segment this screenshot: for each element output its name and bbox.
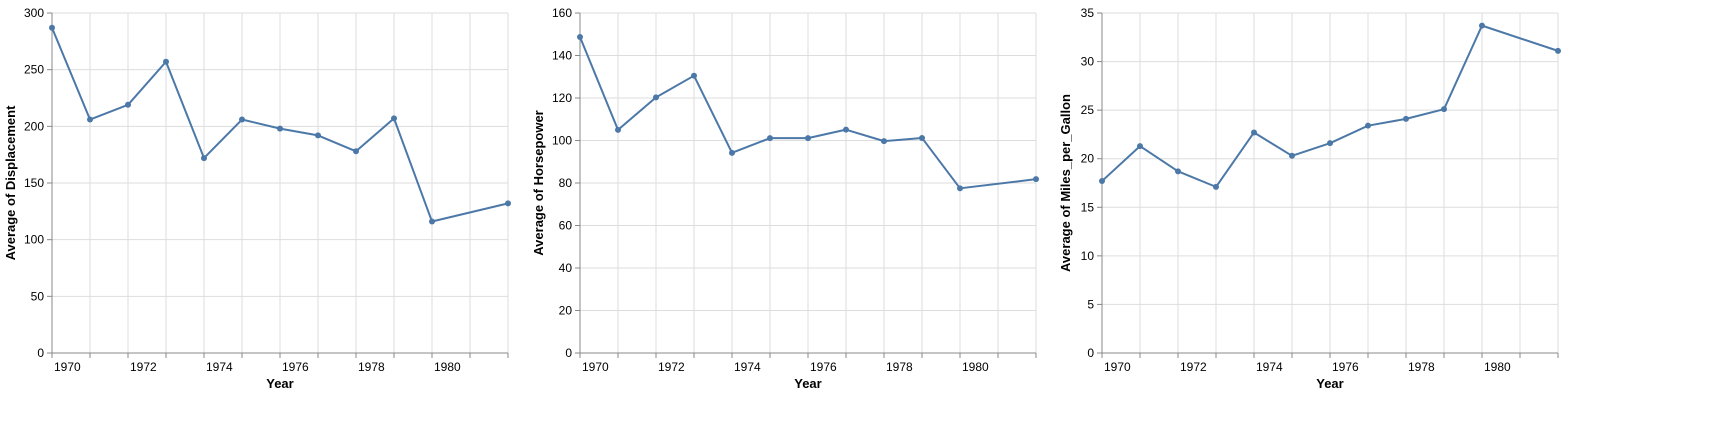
y-tick-label: 0 [1087,346,1094,360]
data-point [1327,140,1333,147]
data-point [277,125,283,132]
data-point [615,126,621,133]
x-axis-title: Year [794,376,821,391]
x-tick-label: 1972 [130,360,157,374]
data-point [1289,152,1295,159]
y-axis-title: Average of Displacement [3,105,18,261]
data-point [1099,178,1105,185]
data-point [1441,106,1447,113]
y-tick-label: 15 [1081,200,1095,214]
data-point [957,185,963,192]
y-tick-label: 20 [559,304,573,318]
y-tick-label: 150 [24,176,44,190]
y-axis-title: Average of Miles_per_Gallon [1058,94,1073,272]
data-point [1365,122,1371,129]
y-tick-label: 10 [1081,249,1095,263]
data-point [805,135,811,142]
data-point [87,116,93,123]
x-tick-label: 1978 [358,360,385,374]
data-point [653,94,659,101]
data-point [1479,22,1485,29]
x-tick-label: 1974 [206,360,233,374]
x-tick-label: 1978 [886,360,913,374]
y-tick-label: 35 [1081,6,1095,20]
y-tick-label: 250 [24,63,44,77]
x-tick-label: 1970 [54,360,81,374]
y-tick-label: 25 [1081,103,1095,117]
y-tick-label: 300 [24,6,44,20]
x-tick-label: 1980 [434,360,461,374]
y-tick-label: 30 [1081,55,1095,69]
chart-displacement: 1970 1972 1974 1976 1978 1980 0 50 100 150 200 250 3… [3,6,511,391]
data-point [691,72,697,79]
y-tick-label: 140 [552,49,572,63]
y-tick-label: 120 [552,91,572,105]
x-tick-label: 1972 [1180,360,1207,374]
y-tick-label: 100 [552,134,572,148]
data-point [125,101,131,108]
data-point [49,24,55,31]
plot-area-displacement: 1970 1972 1974 1976 1978 1980 0 50 100 150 200 250 3… [3,6,511,391]
x-tick-label: 1978 [1408,360,1435,374]
y-tick-label: 160 [552,6,572,20]
y-tick-label: 0 [565,346,572,360]
y-tick-label: 100 [24,233,44,247]
x-tick-label: 1972 [658,360,685,374]
data-point [429,218,435,225]
data-point [201,155,207,162]
data-point [843,126,849,133]
data-point [391,115,397,122]
y-tick-label: 50 [31,289,45,303]
data-point [1033,176,1039,183]
x-tick-label: 1976 [1332,360,1359,374]
y-tick-label: 60 [559,219,573,233]
data-point [1251,129,1257,136]
chart-mpg: 1970 1972 1974 1976 1978 1980 0 5 10 15 20 25 30 35 Ye… [1058,6,1561,391]
data-point [1175,168,1181,175]
series-line [1101,24,1559,188]
y-axis-title: Average of Horsepower [531,110,546,255]
data-point [767,135,773,142]
x-tick-label: 1970 [582,360,609,374]
y-tick-label: 0 [37,346,44,360]
x-tick-label: 1974 [1256,360,1283,374]
data-point [1137,143,1143,150]
y-tick-label: 40 [559,261,573,275]
plot-area-mpg: 1970 1972 1974 1976 1978 1980 0 5 10 15 20 25 30 35 Ye… [1058,6,1561,391]
data-point [163,58,169,65]
y-tick-label: 20 [1081,152,1095,166]
data-point [1213,183,1219,190]
data-point [919,134,925,141]
chart-horsepower: 1970 1972 1974 1976 1978 1980 0 20 40 60 80 100 120 1… [531,6,1039,391]
data-point [353,148,359,155]
data-point [505,200,511,207]
series-line [579,36,1037,190]
y-tick-label: 200 [24,119,44,133]
y-tick-label: 5 [1087,297,1094,311]
data-point [315,132,321,139]
data-point [881,138,887,145]
plot-area-horsepower: 1970 1972 1974 1976 1978 1980 0 20 40 60 80 100 120 1… [531,6,1039,391]
data-point [577,34,583,41]
x-tick-label: 1974 [734,360,761,374]
data-point [239,116,245,123]
x-axis-title: Year [1316,376,1343,391]
data-point [1403,115,1409,122]
data-point [1555,47,1561,54]
x-tick-label: 1980 [962,360,989,374]
series-line [51,27,509,223]
x-axis-title: Year [266,376,293,391]
x-tick-label: 1976 [810,360,837,374]
data-point [729,149,735,156]
x-tick-label: 1976 [282,360,309,374]
x-tick-label: 1970 [1104,360,1131,374]
x-tick-label: 1980 [1484,360,1511,374]
y-tick-label: 80 [559,176,573,190]
